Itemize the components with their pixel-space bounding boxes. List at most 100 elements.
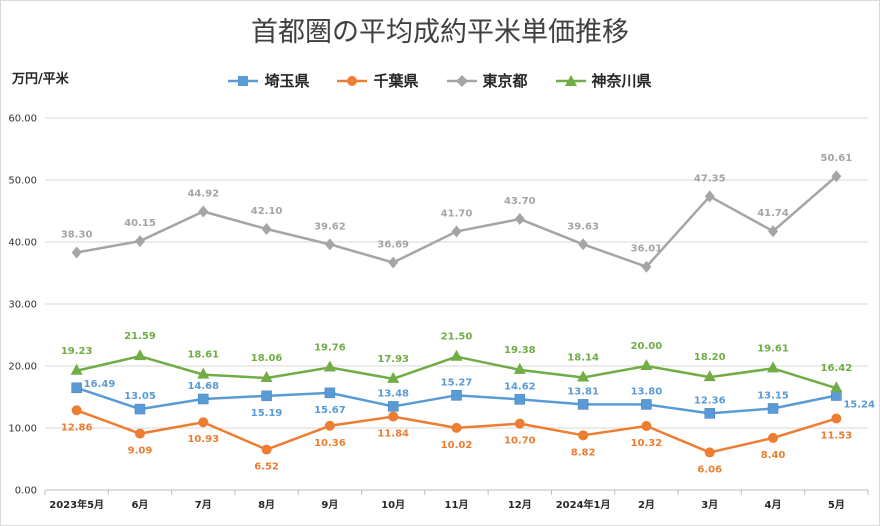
data-label: 40.15 [124,218,156,229]
data-label: 8.82 [571,447,596,458]
x-tick-label: 6月 [131,499,148,511]
data-label: 18.20 [694,352,726,363]
data-point-triangle [133,349,146,361]
data-point-circle [198,417,209,428]
data-point-diamond [768,225,779,238]
legend-label-kanagawa: 神奈川県 [591,72,652,90]
data-label: 47.35 [694,173,726,184]
legend-label-saitama: 埼玉県 [264,72,310,90]
data-point-triangle [513,362,526,374]
x-tick-label: 7月 [195,499,212,511]
data-point-circle [578,430,589,441]
x-tick-label: 11月 [445,499,469,511]
data-point-square [198,393,209,405]
x-tick-label: 2023年5月 [49,498,104,511]
data-point-triangle [577,370,590,382]
x-tick-label: 2024年1月 [556,498,611,511]
data-point-circle [451,422,462,433]
data-point-triangle [640,359,653,370]
y-tick-label: 40.00 [8,238,37,249]
data-label: 15.19 [251,408,283,419]
legend: 埼玉県 千葉県 東京都 神奈川県 [0,70,880,91]
data-point-circle [134,428,145,439]
data-point-square [641,399,652,410]
data-point-diamond [578,238,589,251]
data-label: 41.70 [441,208,473,219]
legend-label-chiba: 千葉県 [373,72,419,90]
legend-marker-saitama [228,75,259,86]
data-label: 12.86 [61,422,93,433]
data-label: 14.68 [187,381,219,392]
data-label: 13.80 [631,386,663,397]
data-point-circle [71,405,82,416]
legend-item-kanagawa: 神奈川県 [555,70,652,91]
data-label: 39.63 [567,221,599,232]
data-point-triangle [260,371,273,383]
data-point-circle [768,432,779,443]
data-label: 8.40 [761,450,786,461]
data-label: 10.70 [504,436,536,447]
data-label: 18.06 [251,353,283,364]
data-point-diamond [451,225,462,238]
y-tick-label: 0.00 [15,486,37,497]
data-point-triangle [387,371,400,383]
legend-label-tokyo: 東京都 [482,72,528,90]
data-label: 19.23 [61,346,93,357]
data-point-triangle [323,360,336,372]
data-label: 13.81 [567,386,599,397]
data-label: 20.00 [631,341,663,352]
data-point-diamond [71,246,82,259]
data-label: 13.48 [377,388,409,399]
x-tick-label: 9月 [321,499,338,511]
data-label: 16.49 [84,379,116,390]
data-point-square [451,390,462,401]
data-label: 36.01 [631,244,663,255]
data-label: 21.50 [441,332,473,343]
y-tick-label: 30.00 [8,300,37,311]
x-tick-label: 8月 [258,499,275,511]
legend-item-saitama: 埼玉県 [228,70,309,91]
x-tick-label: 4月 [765,499,782,511]
data-point-square [134,403,146,415]
x-tick-label: 2月 [638,499,655,511]
legend-item-tokyo: 東京都 [446,70,528,91]
data-point-diamond [324,238,335,251]
data-point-square [704,408,715,419]
data-point-triangle [767,361,780,373]
data-point-triangle [703,370,716,382]
data-label: 9.09 [128,446,153,457]
data-point-circle [388,411,399,422]
data-label: 18.14 [567,353,599,364]
data-point-diamond [261,222,272,235]
y-tick-label: 50.00 [8,176,37,187]
data-label: 19.61 [757,343,789,354]
data-label: 38.30 [61,230,93,241]
data-label: 10.02 [441,440,473,451]
data-point-triangle [830,381,843,393]
legend-marker-chiba [337,75,368,86]
data-point-square [387,401,399,412]
data-label: 44.92 [187,188,219,199]
data-point-diamond [388,256,399,269]
legend-marker-tokyo [446,74,477,87]
data-point-square [261,390,272,402]
data-point-diamond [198,205,209,218]
data-point-triangle [450,349,463,361]
y-axis-label: 万円/平米 [12,72,69,87]
data-label: 6.52 [254,462,279,473]
data-label: 16.42 [821,363,853,374]
data-label: 14.62 [504,381,536,392]
data-point-circle [324,420,335,431]
data-label: 11.53 [821,431,853,442]
data-point-triangle [70,363,83,375]
data-label: 13.15 [757,390,789,401]
data-point-circle [514,418,525,429]
data-point-circle [641,421,652,432]
data-label: 17.93 [377,354,409,365]
data-point-square [514,394,526,405]
data-label: 15.27 [441,377,473,388]
data-point-square [324,387,336,399]
chart-title: 首都圏の平均成約平米単価推移 [251,17,629,48]
